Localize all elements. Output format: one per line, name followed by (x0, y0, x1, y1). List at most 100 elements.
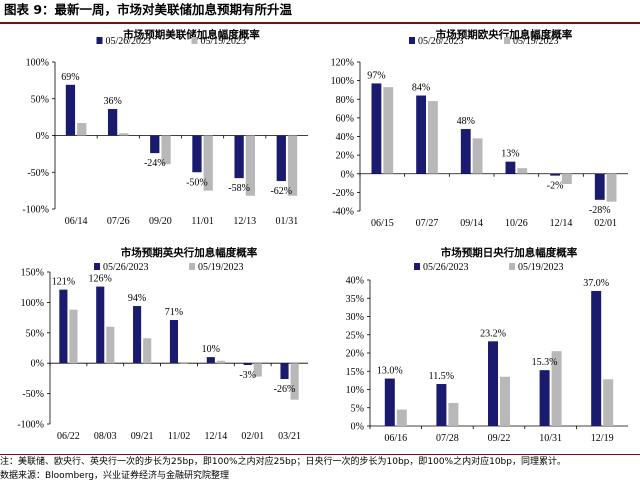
bar-series-1 (505, 161, 516, 174)
x-tick-label: 09/14 (460, 218, 483, 229)
legend-label: 05/19/2023 (518, 262, 564, 273)
data-label: -50% (186, 177, 208, 188)
bar-series-1 (384, 378, 395, 426)
bar-series-2 (203, 135, 213, 191)
data-label: 94% (128, 293, 146, 304)
y-tick-label: 10% (346, 385, 364, 396)
y-tick-label: -100% (22, 205, 49, 216)
data-label: -28% (589, 205, 611, 216)
bar-series-1 (59, 289, 68, 364)
bar-series-1 (550, 173, 560, 176)
y-tick-label: 40% (346, 276, 364, 287)
y-tick-label: 0% (36, 131, 49, 142)
x-tick-label: 06/15 (371, 218, 394, 229)
legend-swatch (409, 37, 415, 44)
bar-series-1 (488, 341, 498, 426)
bar-series-2 (448, 403, 459, 426)
boe-hike-probability-chart: 市场预期英央行加息幅度概率 05/26/2023 05/19/2023 150% 100… (17, 246, 308, 442)
bar-series-2 (290, 363, 299, 400)
bar-series-2 (119, 133, 129, 136)
data-label: 11.5% (429, 371, 454, 382)
bar-series-2 (180, 363, 189, 364)
y-tick-label: 100% (331, 76, 354, 87)
x-tick-label: 09/20 (149, 216, 172, 227)
boj-hike-probability-chart: 市场预期日央行加息幅度概率 05/26/2023 05/19/2023 40% 35% 3… (346, 246, 628, 444)
y-tick-label: -40% (332, 207, 354, 218)
x-tick-label: 08/03 (94, 431, 117, 442)
bar-series-1 (96, 286, 105, 364)
legend-label: 05/26/2023 (103, 262, 149, 273)
x-tick-label: 01/31 (276, 216, 299, 227)
data-label: 69% (61, 72, 79, 83)
x-tick-label: 11/01 (191, 216, 213, 227)
bar-series-2 (562, 173, 572, 184)
y-tick-label: -50% (22, 389, 44, 400)
bar-series-2 (500, 376, 510, 426)
x-tick-label: 07/26 (107, 216, 130, 227)
bar-series-2 (396, 409, 407, 426)
x-tick-label: 07/27 (416, 218, 439, 229)
bar-series-1 (539, 370, 550, 426)
legend-label: 05/19/2023 (198, 262, 244, 273)
y-tick-label: -100% (17, 420, 44, 431)
data-label: 10% (202, 344, 220, 355)
chart-title: 市场预期日央行加息幅度概率 (441, 246, 578, 259)
bar-series-2 (428, 101, 438, 174)
bar-series-1 (133, 306, 142, 364)
data-label: -58% (228, 183, 250, 194)
data-label: 36% (103, 96, 121, 107)
y-tick-label: 15% (346, 367, 364, 378)
x-tick-label: 09/22 (488, 433, 511, 444)
y-tick-label: 60% (336, 113, 354, 124)
x-tick-label: 11/02 (168, 431, 190, 442)
bar-series-2 (603, 379, 614, 426)
y-tick-label: 100% (21, 298, 44, 309)
figure-title: 图表 9：最新一周，市场对美联储加息预期有所升温 (4, 2, 293, 17)
bar-series-2 (517, 168, 528, 174)
chart-title: 市场预期美联储加息幅度概率 (123, 28, 260, 41)
y-tick-label: 20% (346, 349, 364, 360)
bar-series-2 (383, 87, 394, 174)
legend-label: 05/26/2023 (423, 262, 469, 273)
bar-series-1 (276, 135, 286, 182)
bar-series-2 (69, 309, 78, 364)
x-tick-label: 06/16 (384, 433, 407, 444)
y-tick-label: -50% (27, 168, 49, 179)
legend-swatch (504, 37, 510, 44)
legend-label: 05/26/2023 (418, 36, 464, 47)
data-label: -2% (547, 181, 564, 192)
bar-series-1 (280, 363, 289, 380)
chart-title: 市场预期英央行加息幅度概率 (121, 246, 258, 259)
y-tick-label: 0% (31, 359, 44, 370)
bar-series-1 (416, 95, 426, 174)
data-label: -24% (144, 158, 166, 169)
legend-swatch (189, 263, 195, 270)
x-tick-label: 09/21 (131, 431, 154, 442)
data-label: 126% (89, 274, 112, 285)
data-label: 48% (457, 116, 475, 127)
x-tick-label: 07/28 (436, 433, 459, 444)
bar-series-1 (206, 357, 215, 364)
legend-swatch (96, 37, 103, 44)
y-tick-label: 150% (21, 268, 44, 279)
x-tick-label: 02/01 (594, 218, 617, 229)
data-label: 84% (412, 83, 430, 94)
x-tick-label: 02/01 (241, 431, 264, 442)
data-label: 13% (501, 149, 519, 160)
legend-label: 05/19/2023 (513, 36, 559, 47)
data-label: 13.0% (377, 366, 403, 377)
bar-series-2 (216, 360, 225, 364)
y-tick-label: 120% (331, 58, 354, 69)
legend-swatch (191, 37, 198, 44)
legend-label: 05/26/2023 (106, 36, 152, 47)
data-label: 15.3% (532, 357, 558, 368)
footnote: 注：美联储、欧央行、英央行一次的步长为25bp，即100%之内对应25bp；日央… (0, 457, 566, 467)
bar-series-2 (287, 135, 298, 196)
data-label: -3% (239, 370, 256, 381)
bar-series-1 (591, 290, 602, 426)
y-tick-label: -20% (332, 188, 354, 199)
x-tick-label: 06/22 (57, 431, 80, 442)
chart-title: 市场预期欧央行加息幅度概率 (436, 28, 573, 41)
bar-series-2 (253, 363, 262, 377)
